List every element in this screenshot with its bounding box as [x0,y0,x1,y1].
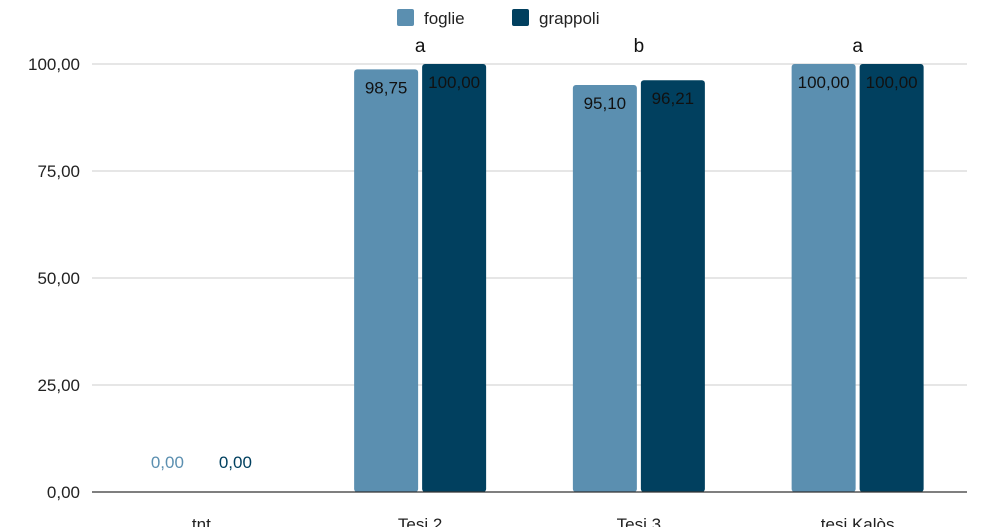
significance-letter: a [852,36,863,57]
y-tick-label: 50,00 [37,269,80,288]
y-tick-label: 100,00 [28,55,80,74]
significance-letter: b [634,36,645,57]
significance-letter: a [415,36,426,57]
y-tick-label: 0,00 [47,483,80,502]
bar-grappoli [640,80,705,493]
bar-foglie [354,69,419,492]
legend-label-foglie: foglie [424,9,465,28]
x-tick-label: Tesi 3 [617,515,661,527]
legend-swatch-foglie [397,9,414,26]
legend-label-grappoli: grappoli [539,9,600,28]
data-label: 100,00 [428,73,480,92]
x-tick-label: tnt [192,515,211,527]
data-label: 100,00 [798,73,850,92]
data-label: 100,00 [866,73,918,92]
y-tick-label: 75,00 [37,162,80,181]
bars [354,64,924,493]
legend-swatch-grappoli [512,9,529,26]
bar-foglie [791,64,856,492]
bar-grappoli [422,64,487,492]
data-label: 95,10 [584,94,627,113]
x-tick-label: tesi Kalòs [821,515,895,527]
data-label: 98,75 [365,78,408,97]
bar-foglie [572,84,637,493]
x-tick-label: Tesi 2 [398,515,442,527]
data-label: 0,00 [219,453,252,472]
bar-grappoli [859,64,924,492]
data-label: 96,21 [652,89,695,108]
y-tick-label: 25,00 [37,376,80,395]
data-label: 0,00 [151,453,184,472]
legend: foglie grappoli [397,9,600,28]
